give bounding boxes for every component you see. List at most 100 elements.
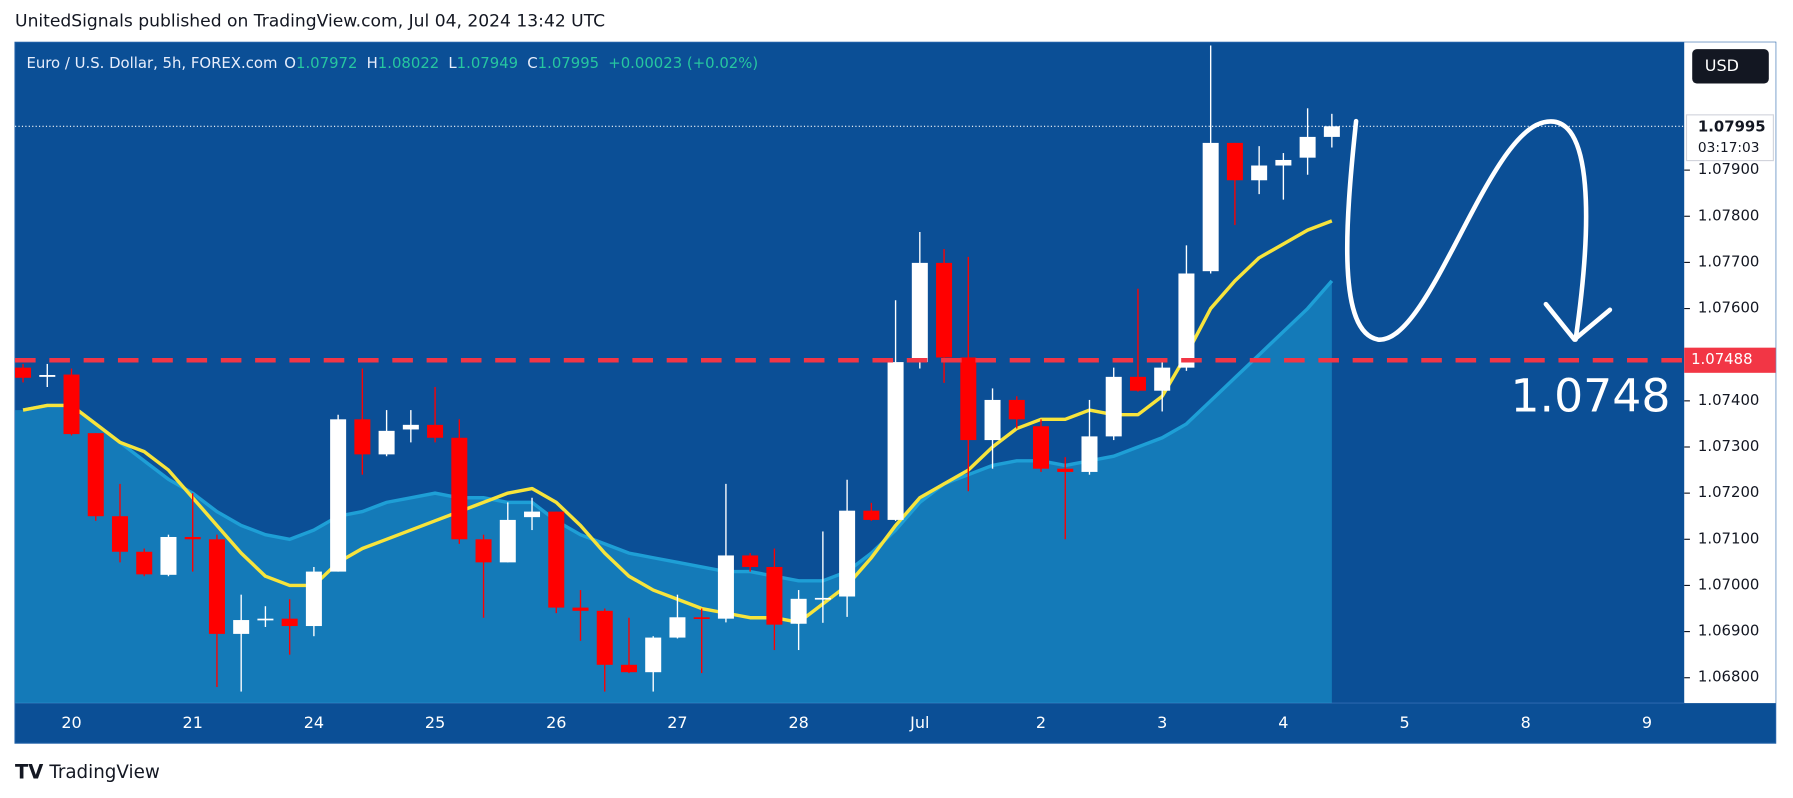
candle-body <box>960 357 977 441</box>
candle-body <box>15 367 32 378</box>
annotation: 1.0748 <box>1510 370 1670 423</box>
y-tick-label: 1.07700 <box>1698 252 1759 270</box>
candle-body <box>863 510 880 520</box>
area <box>15 280 1332 704</box>
candle-body <box>1057 468 1074 472</box>
candle-body <box>87 433 104 517</box>
candle-body <box>766 566 783 625</box>
legend-open: 1.07972 <box>296 54 357 72</box>
candle-body <box>814 597 831 600</box>
candle-body <box>669 617 686 638</box>
x-tick-label: 27 <box>667 713 687 732</box>
x-tick-label: 24 <box>304 713 324 732</box>
y-tick-label: 1.07000 <box>1698 575 1759 593</box>
candle-body <box>1178 273 1195 368</box>
legend: Euro / U.S. Dollar, 5h, FOREX.com O1.0797… <box>26 54 758 72</box>
candle-body <box>378 430 395 455</box>
footer-brand: TradingView <box>48 762 160 783</box>
candle-body <box>742 555 759 567</box>
legend-o: O <box>284 54 296 72</box>
legend-h: H <box>367 54 378 72</box>
candle-body <box>184 536 201 540</box>
candle-body <box>1275 159 1292 166</box>
x-tick-label: 25 <box>425 713 445 732</box>
legend-high: 1.08022 <box>378 54 439 72</box>
candle-body <box>936 262 953 358</box>
y-tick-label: 1.06900 <box>1698 622 1759 640</box>
y-tick-label: 1.07600 <box>1698 299 1759 317</box>
level-label: 1.07488 <box>1691 350 1752 368</box>
candle-body <box>1226 142 1243 181</box>
currency-button[interactable] <box>1692 49 1769 84</box>
candle-body <box>548 511 565 608</box>
candle-body <box>451 437 468 540</box>
candle-body <box>1299 136 1316 158</box>
candle-body <box>257 618 274 621</box>
y-tick-label: 1.06800 <box>1698 668 1759 686</box>
y-tick-label: 1.07100 <box>1698 529 1759 547</box>
candle-body <box>1105 376 1122 437</box>
candle-body <box>233 620 250 634</box>
candle-body <box>39 375 56 377</box>
candle-body <box>911 262 928 363</box>
candle-body <box>984 399 1001 441</box>
y-tick-label: 1.07300 <box>1698 437 1759 455</box>
candle-body <box>499 519 516 563</box>
last-price-label: 1.07995 <box>1698 117 1766 135</box>
candle-body <box>620 664 637 673</box>
y-tick-label: 1.07400 <box>1698 391 1759 409</box>
candle-body <box>1251 165 1268 181</box>
candle-body <box>572 607 589 611</box>
x-tick-label: 3 <box>1157 713 1167 732</box>
candle-body <box>354 419 371 455</box>
x-tick-label: 21 <box>183 713 203 732</box>
x-tick-label: Jul <box>909 713 929 732</box>
area-edge <box>22 279 1334 583</box>
candle-body <box>887 362 904 520</box>
candle-body <box>402 424 419 430</box>
drawn-curve <box>1344 118 1589 342</box>
legend-l: L <box>448 54 457 72</box>
candle-body <box>524 511 541 518</box>
candle-body <box>475 539 492 563</box>
candle-body <box>1033 426 1050 469</box>
currency-label[interactable]: USD <box>1705 56 1739 75</box>
x-tick-label: 8 <box>1521 713 1531 732</box>
y-tick-label: 1.07900 <box>1698 160 1759 178</box>
x-tick-label: 9 <box>1642 713 1652 732</box>
legend-c: C <box>527 54 537 72</box>
footer-logo: TV <box>15 760 43 783</box>
candle-body <box>208 539 225 634</box>
candle-body <box>717 555 734 619</box>
last-price-bg <box>1685 114 1774 162</box>
x-tick-label: 5 <box>1399 713 1409 732</box>
legend-symbol: Euro / U.S. Dollar, 5h, FOREX.com <box>26 54 277 72</box>
legend-change: +0.00023 (+0.02%) <box>608 54 758 72</box>
drawn-arrowhead <box>1543 301 1613 342</box>
countdown: 03:17:03 <box>1698 140 1760 156</box>
y-tick-label: 1.07800 <box>1698 206 1759 224</box>
candle-body <box>1323 126 1340 137</box>
candle-body <box>305 571 322 627</box>
y-tick-label: 1.07200 <box>1698 483 1759 501</box>
legend-close: 1.07995 <box>538 54 599 72</box>
candle-body <box>63 374 80 435</box>
candle-body <box>645 637 662 673</box>
candle-body <box>160 536 177 575</box>
x-tick-label: 20 <box>61 713 81 732</box>
level-label-bg <box>1684 347 1776 373</box>
candle-body <box>427 424 444 438</box>
candle-body <box>693 617 710 619</box>
candle-body <box>596 610 613 665</box>
candle-body <box>1129 376 1146 391</box>
candle-body <box>111 516 128 552</box>
x-tick-label: 26 <box>546 713 566 732</box>
candle-body <box>1202 142 1219 272</box>
candle-body <box>1008 399 1025 420</box>
candle-body <box>281 618 298 627</box>
x-tick-label: 4 <box>1278 713 1288 732</box>
header-title: UnitedSignals published on TradingView.c… <box>15 12 605 32</box>
plot <box>15 45 1340 704</box>
